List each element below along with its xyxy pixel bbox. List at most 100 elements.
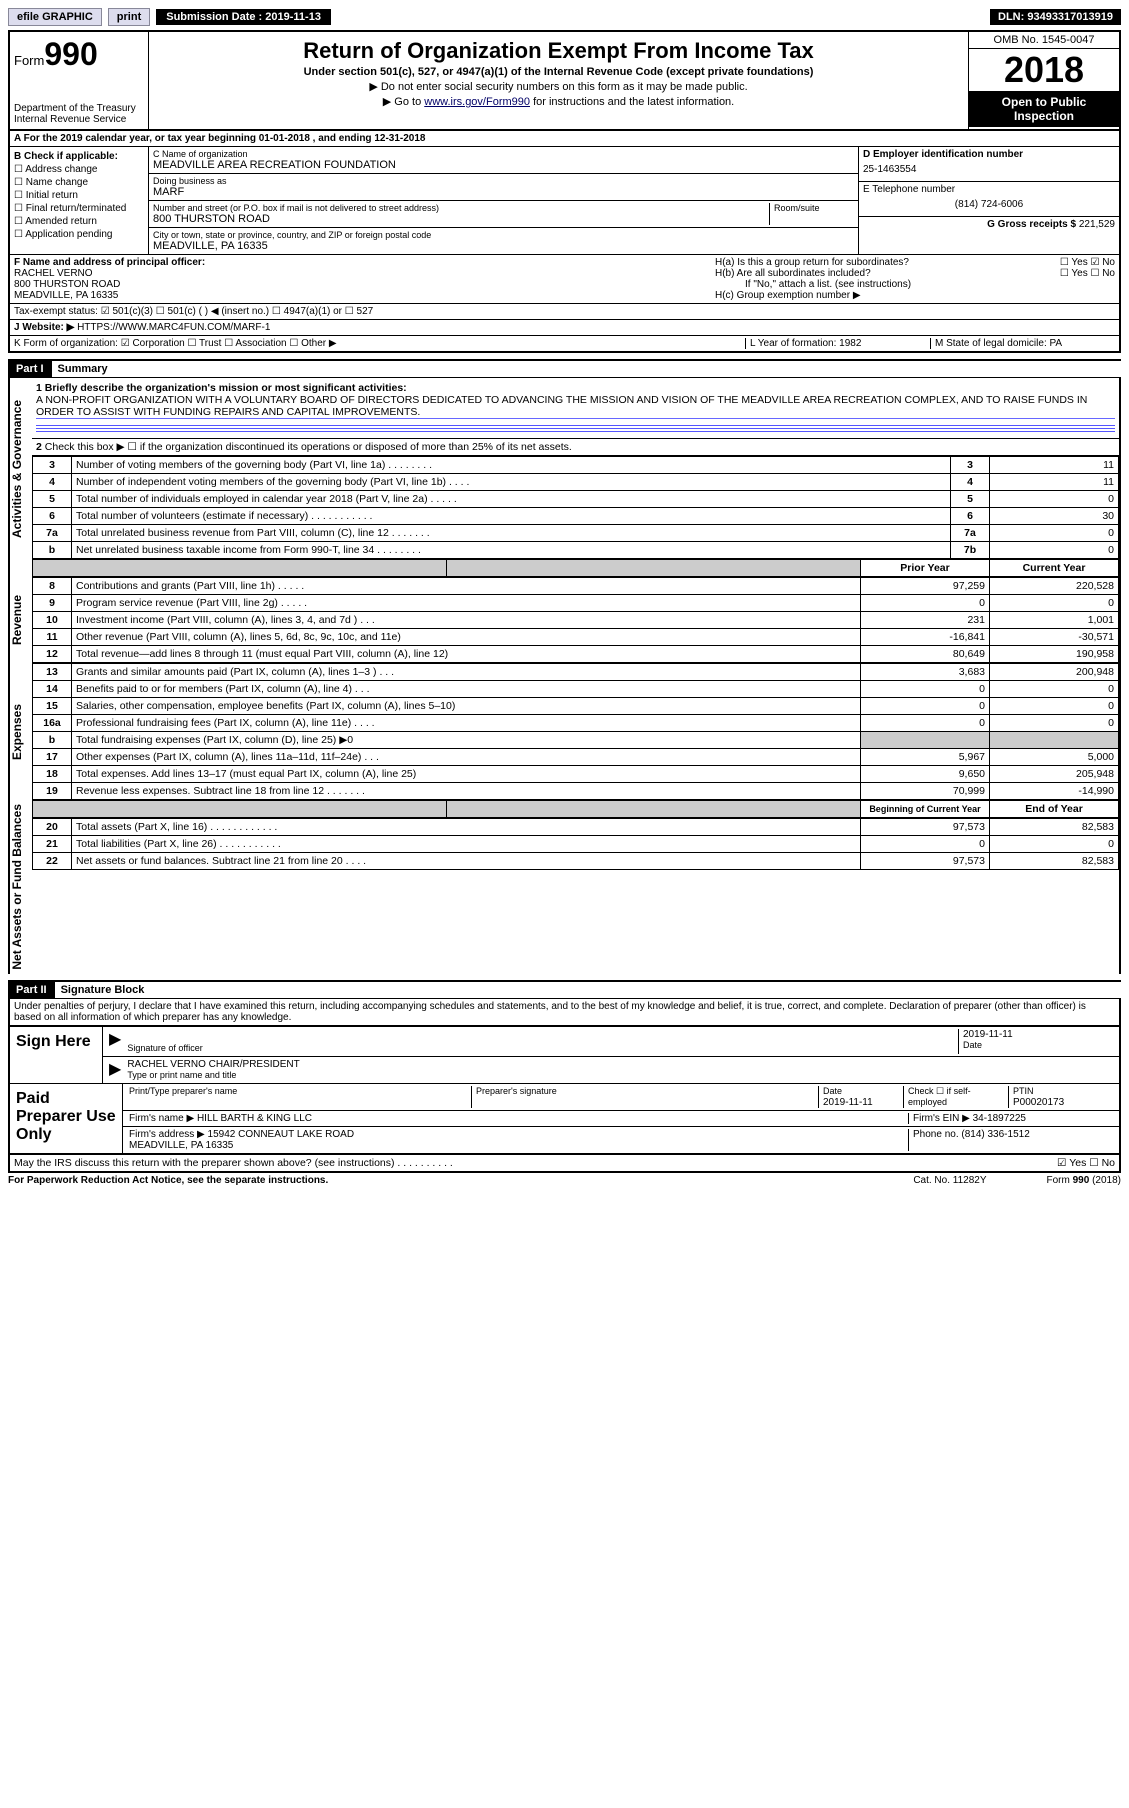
signature-section: Sign Here ▶Signature of officer2019-11-1…: [8, 1025, 1121, 1155]
ptin: P00020173: [1013, 1097, 1064, 1108]
col-b: B Check if applicable: Address changeNam…: [10, 147, 149, 254]
dln: DLN: 93493317013919: [990, 9, 1121, 25]
line-desc: Total revenue—add lines 8 through 11 (mu…: [72, 646, 861, 663]
line-num: 11: [33, 629, 72, 646]
line-num: 22: [33, 853, 72, 870]
side-label-netassets: Net Assets or Fund Balances: [10, 800, 32, 974]
prior-year-val: 9,650: [861, 766, 990, 783]
prep-date: 2019-11-11: [823, 1097, 873, 1108]
current-year-val: 0: [990, 836, 1119, 853]
side-label-revenue: Revenue: [10, 577, 32, 663]
current-year-val: 200,948: [990, 664, 1119, 681]
form-header: Form990 Department of the Treasury Inter…: [8, 30, 1121, 131]
firm-name: HILL BARTH & KING LLC: [197, 1113, 312, 1124]
current-year-val: [990, 732, 1119, 749]
current-year-val: 0: [990, 698, 1119, 715]
current-year-val: 190,958: [990, 646, 1119, 663]
checkbox-item[interactable]: Address change: [14, 164, 144, 175]
checkbox-item[interactable]: Application pending: [14, 229, 144, 240]
paid-preparer-label: Paid Preparer Use Only: [10, 1084, 123, 1153]
row-a: A For the 2019 calendar year, or tax yea…: [8, 131, 1121, 147]
line-desc: Salaries, other compensation, employee b…: [72, 698, 861, 715]
current-year-val: 0: [990, 595, 1119, 612]
line-num: 18: [33, 766, 72, 783]
current-year-val: -30,571: [990, 629, 1119, 646]
line-num: b: [33, 542, 72, 559]
line-desc: Total unrelated business revenue from Pa…: [72, 525, 951, 542]
line-desc: Total number of individuals employed in …: [72, 491, 951, 508]
open-public-label: Open to Public Inspection: [969, 91, 1119, 127]
prior-year-val: 0: [861, 698, 990, 715]
current-year-val: -14,990: [990, 783, 1119, 800]
line-desc: Program service revenue (Part VIII, line…: [72, 595, 861, 612]
line-num: 14: [33, 681, 72, 698]
line-box: 7a: [951, 525, 990, 542]
line-num: 9: [33, 595, 72, 612]
officer-info: RACHEL VERNO 800 THURSTON ROAD MEADVILLE…: [14, 268, 715, 301]
line-desc: Other expenses (Part IX, column (A), lin…: [72, 749, 861, 766]
row-f: F Name and address of principal officer:…: [14, 257, 715, 301]
prior-year-val: 80,649: [861, 646, 990, 663]
website-row: J Website: ▶ HTTPS://WWW.MARC4FUN.COM/MA…: [14, 322, 1115, 333]
current-year-val: 0: [990, 681, 1119, 698]
line-num: 19: [33, 783, 72, 800]
current-year-val: 205,948: [990, 766, 1119, 783]
line-desc: Revenue less expenses. Subtract line 18 …: [72, 783, 861, 800]
mission-text: A NON-PROFIT ORGANIZATION WITH A VOLUNTA…: [36, 394, 1115, 419]
prior-year-val: 97,573: [861, 819, 990, 836]
current-year-val: 82,583: [990, 853, 1119, 870]
prior-year-val: 231: [861, 612, 990, 629]
prior-year-val: 0: [861, 836, 990, 853]
line-num: b: [33, 732, 72, 749]
line-desc: Total assets (Part X, line 16) . . . . .…: [72, 819, 861, 836]
line-desc: Total expenses. Add lines 13–17 (must eq…: [72, 766, 861, 783]
col-de: D Employer identification number25-14635…: [858, 147, 1119, 254]
discuss-answer: ☑ Yes ☐ No: [1057, 1157, 1115, 1169]
current-year-val: 1,001: [990, 612, 1119, 629]
line-desc: Total number of volunteers (estimate if …: [72, 508, 951, 525]
checkbox-item[interactable]: Final return/terminated: [14, 203, 144, 214]
line-box: 5: [951, 491, 990, 508]
ha-answer: ☐ Yes ☑ No: [1060, 257, 1115, 268]
top-bar: efile GRAPHIC print Submission Date : 20…: [8, 8, 1121, 26]
print-button[interactable]: print: [108, 8, 150, 26]
line-value: 30: [990, 508, 1119, 525]
line-num: 7a: [33, 525, 72, 542]
prior-year-val: 70,999: [861, 783, 990, 800]
dept-label: Department of the Treasury Internal Reve…: [14, 103, 144, 125]
dba: MARF: [153, 186, 854, 198]
line-num: 5: [33, 491, 72, 508]
current-year-val: 220,528: [990, 578, 1119, 595]
line-desc: Investment income (Part VIII, column (A)…: [72, 612, 861, 629]
officer-name: RACHEL VERNO CHAIR/PRESIDENT: [127, 1059, 1113, 1070]
line-desc: Total liabilities (Part X, line 26) . . …: [72, 836, 861, 853]
line-num: 13: [33, 664, 72, 681]
line-value: 0: [990, 542, 1119, 559]
form-note-2: ▶ Go to www.irs.gov/Form990 for instruct…: [153, 95, 964, 108]
irs-link[interactable]: www.irs.gov/Form990: [424, 96, 530, 108]
current-year-val: 5,000: [990, 749, 1119, 766]
part2-header: Part IISignature Block: [8, 980, 1121, 999]
checkbox-item[interactable]: Initial return: [14, 190, 144, 201]
line-num: 8: [33, 578, 72, 595]
line-desc: Net assets or fund balances. Subtract li…: [72, 853, 861, 870]
line-num: 10: [33, 612, 72, 629]
ein: 25-1463554: [863, 160, 1115, 179]
line-desc: Benefits paid to or for members (Part IX…: [72, 681, 861, 698]
line-desc: Total fundraising expenses (Part IX, col…: [72, 732, 861, 749]
line-box: 7b: [951, 542, 990, 559]
side-label-expenses: Expenses: [10, 663, 32, 800]
firm-phone: (814) 336-1512: [961, 1129, 1029, 1140]
prior-year-val: 5,967: [861, 749, 990, 766]
checkbox-item[interactable]: Amended return: [14, 216, 144, 227]
efile-button[interactable]: efile GRAPHIC: [8, 8, 102, 26]
line-num: 17: [33, 749, 72, 766]
line-value: 11: [990, 474, 1119, 491]
line-desc: Other revenue (Part VIII, column (A), li…: [72, 629, 861, 646]
submission-date: Submission Date : 2019-11-13: [156, 9, 331, 25]
checkbox-item[interactable]: Name change: [14, 177, 144, 188]
line-desc: Number of independent voting members of …: [72, 474, 951, 491]
discuss-row: May the IRS discuss this return with the…: [8, 1155, 1121, 1173]
line-value: 0: [990, 525, 1119, 542]
form-ref: Form 990 (2018): [1047, 1175, 1121, 1186]
